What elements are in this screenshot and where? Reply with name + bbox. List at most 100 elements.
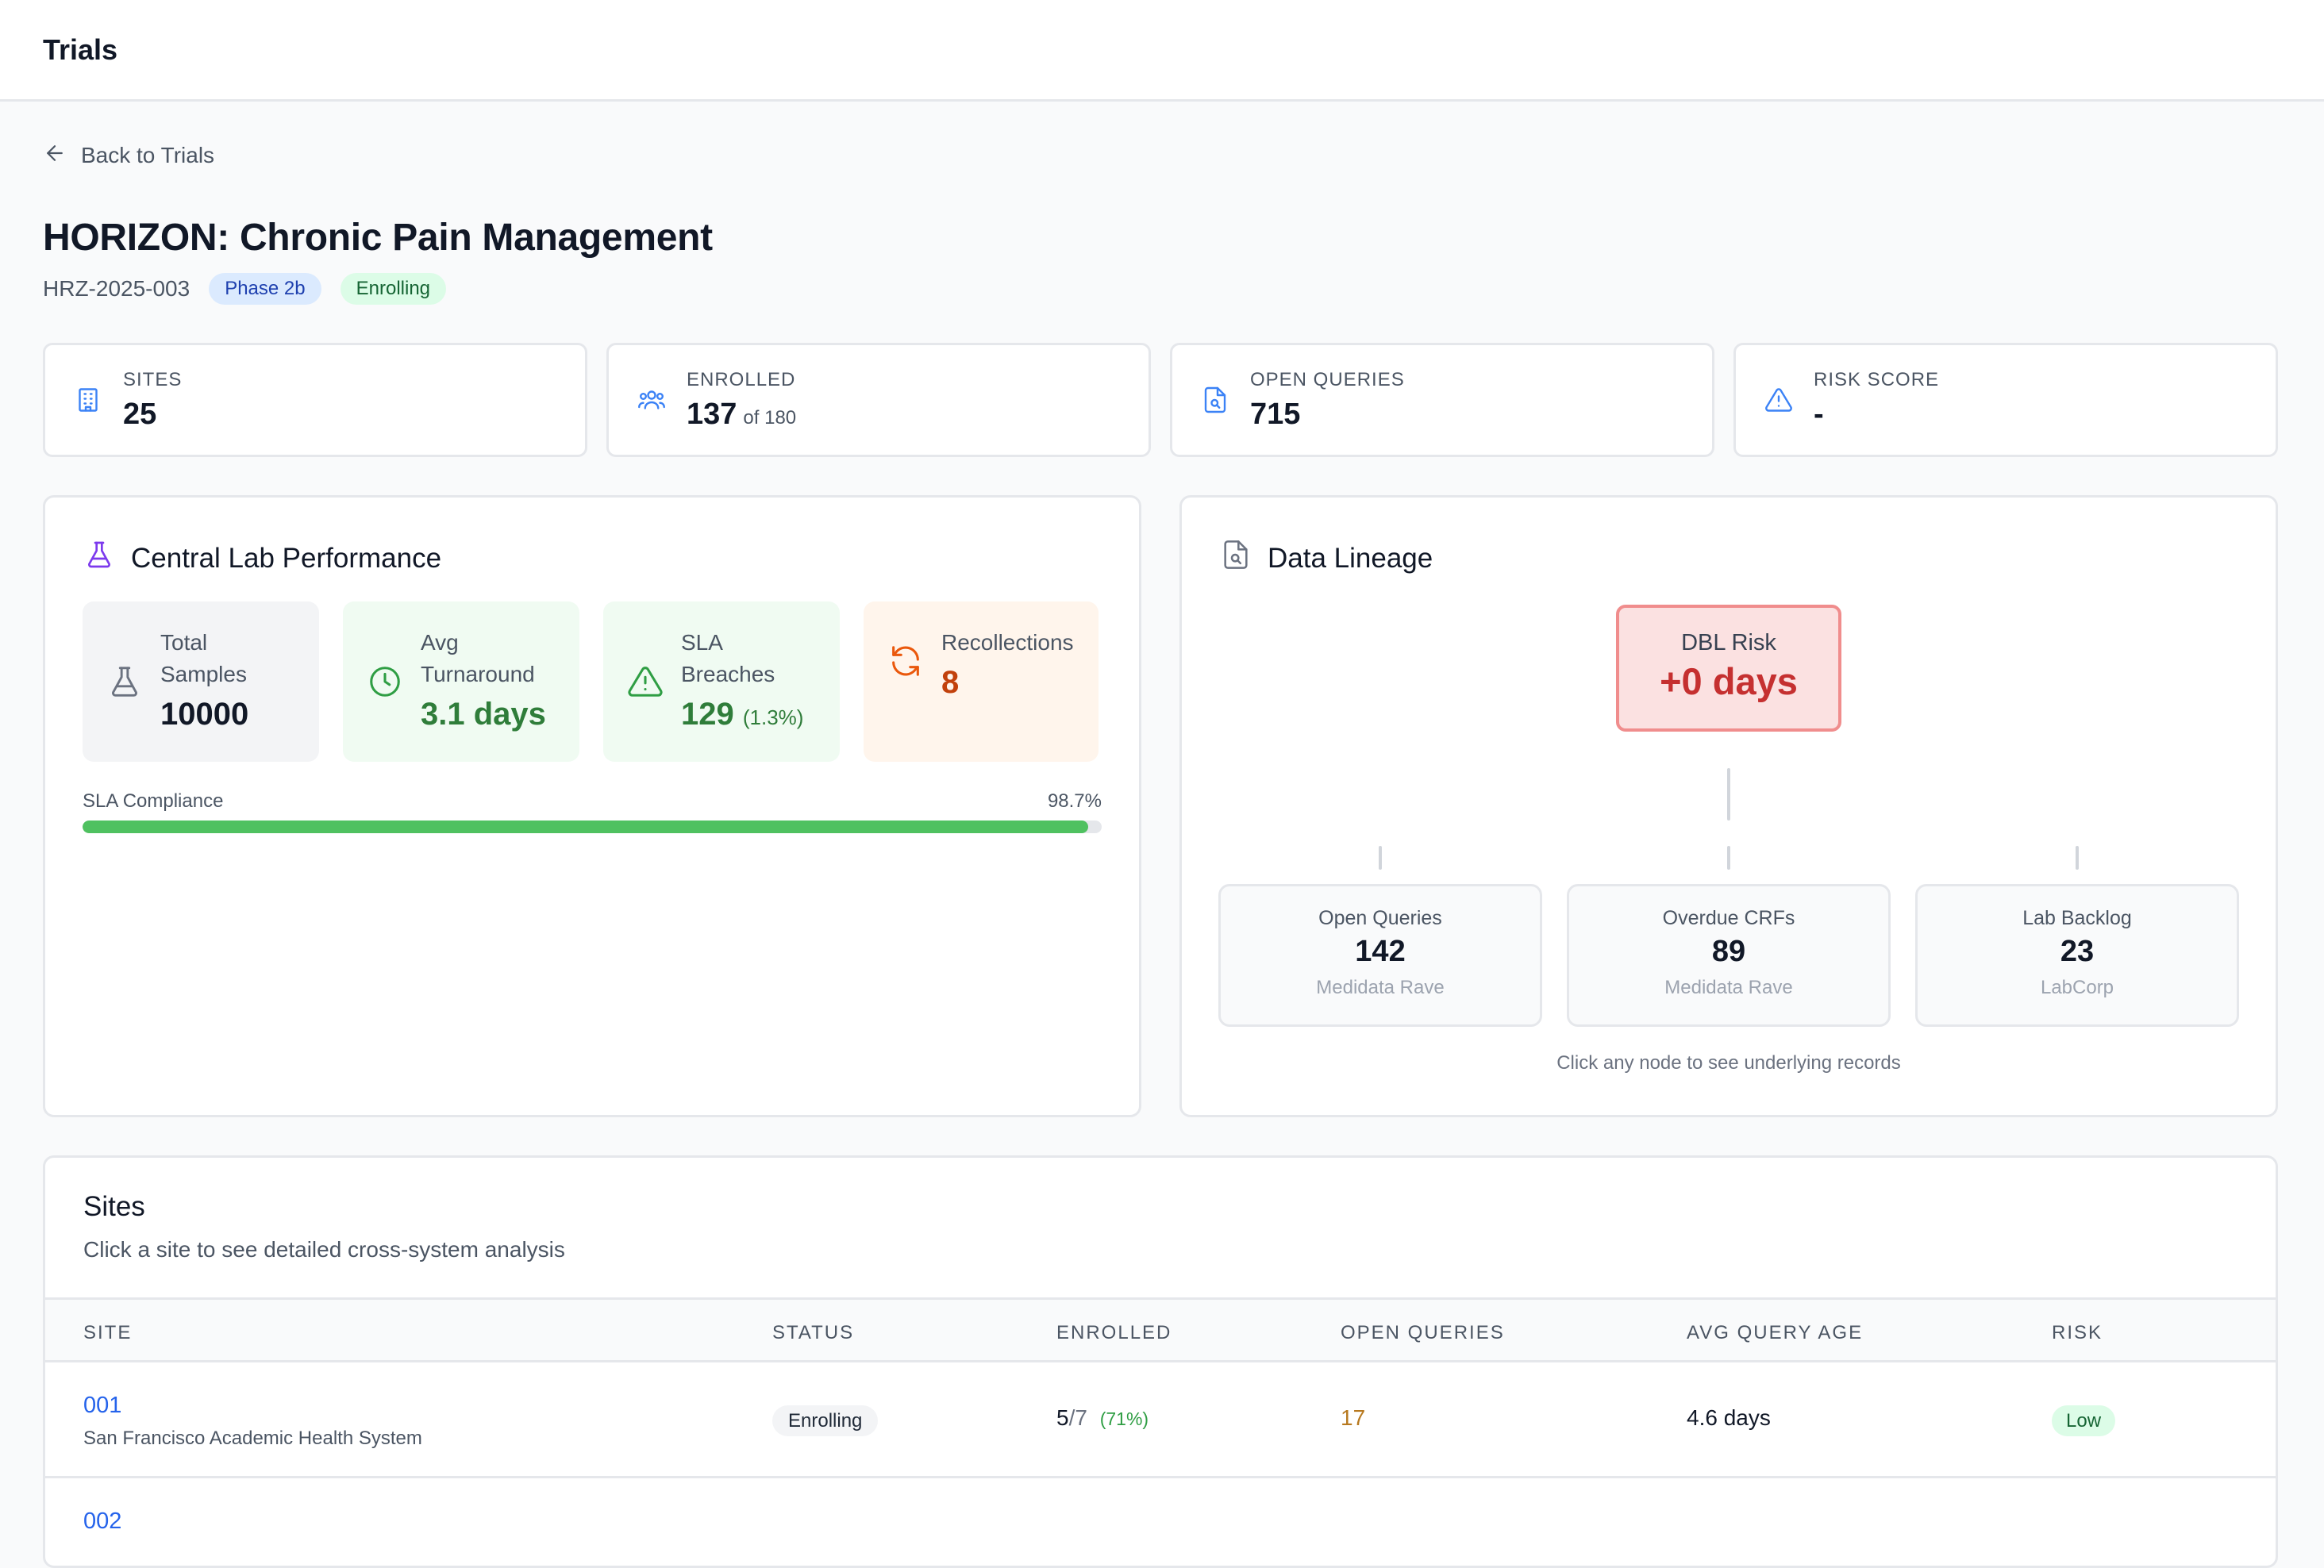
lab-panel-title: Central Lab Performance: [83, 539, 441, 578]
tile-avg-turnaround: Avg Turnaround 3.1 days: [343, 601, 579, 762]
lineage-node-overdue-crfs[interactable]: Overdue CRFs 89 Medidata Rave: [1567, 884, 1891, 1027]
tile-label: Samples: [160, 662, 247, 686]
lineage-node-open-queries[interactable]: Open Queries 142 Medidata Rave: [1218, 884, 1542, 1027]
tile-label: Recollections: [941, 630, 1074, 655]
tile-value: 129 (1.3%): [681, 697, 804, 732]
back-to-trials-link[interactable]: Back to Trials: [43, 140, 214, 171]
column-header-status[interactable]: STATUS: [772, 1322, 855, 1343]
status-badge: Enrolling: [340, 273, 447, 305]
stat-value: 25: [123, 397, 157, 431]
tile-sla-breaches: SLA Breaches 129 (1.3%): [603, 601, 840, 762]
stat-label: SITES: [123, 368, 183, 390]
trial-code: HRZ-2025-003: [43, 276, 190, 301]
arrow-left-icon: [43, 141, 67, 171]
tile-label: SLA: [681, 630, 723, 655]
tile-value: 10000: [160, 697, 249, 732]
column-header-avg-query-age[interactable]: AVG QUERY AGE: [1687, 1322, 1864, 1343]
dbl-risk-value: +0 days: [1660, 660, 1798, 702]
file-search-icon: [1220, 539, 1252, 578]
connector-line: [1727, 846, 1730, 870]
back-label: Back to Trials: [81, 143, 215, 167]
dbl-risk-node[interactable]: DBL Risk +0 days: [1616, 605, 1841, 732]
alert-triangle-icon: [627, 663, 664, 700]
app-title: Trials: [43, 33, 118, 66]
sites-title: Sites: [83, 1191, 145, 1222]
sla-label: SLA Compliance: [83, 790, 224, 812]
sla-progress-fill: [83, 821, 1089, 833]
stat-label: ENROLLED: [687, 368, 796, 390]
stat-card-risk-score: RISK SCORE -: [1733, 343, 2278, 457]
stat-card-enrolled: ENROLLED 137 of 180: [606, 343, 1151, 457]
sites-table-header: SITE STATUS ENROLLED OPEN QUERIES AVG QU…: [45, 1297, 2276, 1362]
stat-sub: of 180: [743, 406, 797, 429]
tile-value: 3.1 days: [421, 697, 546, 732]
node-source: Medidata Rave: [1316, 977, 1445, 998]
tile-label: Avg: [421, 630, 459, 655]
trial-meta: HRZ-2025-003 Phase 2b Enrolling: [43, 273, 447, 305]
stat-card-open-queries: OPEN QUERIES 715: [1170, 343, 1714, 457]
lineage-panel-title: Data Lineage: [1220, 539, 1433, 578]
site-id-link[interactable]: 002: [83, 1508, 122, 1534]
refresh-icon: [887, 643, 924, 679]
users-icon: [637, 386, 666, 414]
flask-icon: [106, 663, 143, 700]
table-row[interactable]: 002: [45, 1478, 2276, 1542]
sites-subtitle: Click a site to see detailed cross-syste…: [83, 1237, 565, 1262]
column-header-site[interactable]: SITE: [83, 1322, 133, 1343]
site-enrolled: 5/7 (71%): [1056, 1405, 1149, 1430]
stat-label: OPEN QUERIES: [1250, 368, 1405, 390]
top-header: Trials: [0, 0, 2324, 102]
tile-label: Total: [160, 630, 208, 655]
sla-compliance-row: SLA Compliance 98.7%: [83, 790, 1102, 813]
site-risk: Low: [2052, 1405, 2116, 1436]
stats-row: SITES 25 ENROLLED 137 of 180 OPEN QUERIES…: [43, 343, 2278, 457]
stat-card-sites: SITES 25: [43, 343, 587, 457]
stat-value: 715: [1250, 397, 1301, 431]
site-name: San Francisco Academic Health System: [83, 1428, 422, 1449]
node-value: 89: [1711, 935, 1746, 968]
tile-recollections: Recollections 8: [864, 601, 1099, 762]
connector-line: [2076, 846, 2079, 870]
node-source: Medidata Rave: [1664, 977, 1793, 998]
lineage-hint: Click any node to see underlying records: [1556, 1052, 1901, 1074]
site-avg-query-age: 4.6 days: [1687, 1405, 1771, 1430]
lineage-node-lab-backlog[interactable]: Lab Backlog 23 LabCorp: [1915, 884, 2239, 1027]
tile-value: 8: [941, 665, 960, 700]
column-header-risk[interactable]: RISK: [2052, 1322, 2103, 1343]
tile-label: Turnaround: [421, 662, 535, 686]
phase-badge: Phase 2b: [209, 273, 321, 305]
site-id-link[interactable]: 001: [83, 1393, 122, 1418]
site-status: Enrolling: [772, 1405, 879, 1436]
node-value: 23: [2060, 935, 2095, 968]
stat-label: RISK SCORE: [1814, 368, 1940, 390]
lab-performance-panel: Central Lab Performance: [43, 495, 1141, 1117]
alert-triangle-icon: [1764, 386, 1793, 414]
connector-line: [1379, 846, 1382, 870]
node-label: Lab Backlog: [2022, 907, 2132, 929]
column-header-enrolled[interactable]: ENROLLED: [1056, 1322, 1172, 1343]
stat-value: 137 of 180: [687, 397, 797, 431]
sites-panel: Sites Click a site to see detailed cross…: [43, 1155, 2278, 1568]
tile-label: Breaches: [681, 662, 775, 686]
sla-value: 98.7%: [1047, 790, 1102, 812]
clock-icon: [367, 663, 403, 700]
node-label: Overdue CRFs: [1662, 907, 1795, 929]
column-header-open-queries[interactable]: OPEN QUERIES: [1341, 1322, 1505, 1343]
connector-line: [1727, 768, 1730, 821]
risk-badge: Low: [2052, 1405, 2116, 1436]
flask-icon: [83, 539, 115, 578]
enrolled-percent: (71%): [1099, 1409, 1149, 1429]
building-icon: [74, 386, 102, 414]
node-value: 142: [1355, 935, 1406, 968]
status-badge: Enrolling: [772, 1405, 879, 1436]
node-source: LabCorp: [2040, 977, 2114, 998]
site-open-queries: 17: [1341, 1405, 1366, 1430]
dbl-risk-label: DBL Risk: [1681, 630, 1776, 655]
tile-extra: (1.3%): [742, 705, 804, 729]
stat-value: -: [1814, 397, 1824, 431]
page-title: HORIZON: Chronic Pain Management: [43, 217, 713, 259]
sla-progress-bar: [83, 821, 1102, 833]
tile-total-samples: Total Samples 10000: [83, 601, 319, 762]
table-row[interactable]: 001 San Francisco Academic Health System…: [45, 1362, 2276, 1478]
node-label: Open Queries: [1318, 907, 1442, 929]
